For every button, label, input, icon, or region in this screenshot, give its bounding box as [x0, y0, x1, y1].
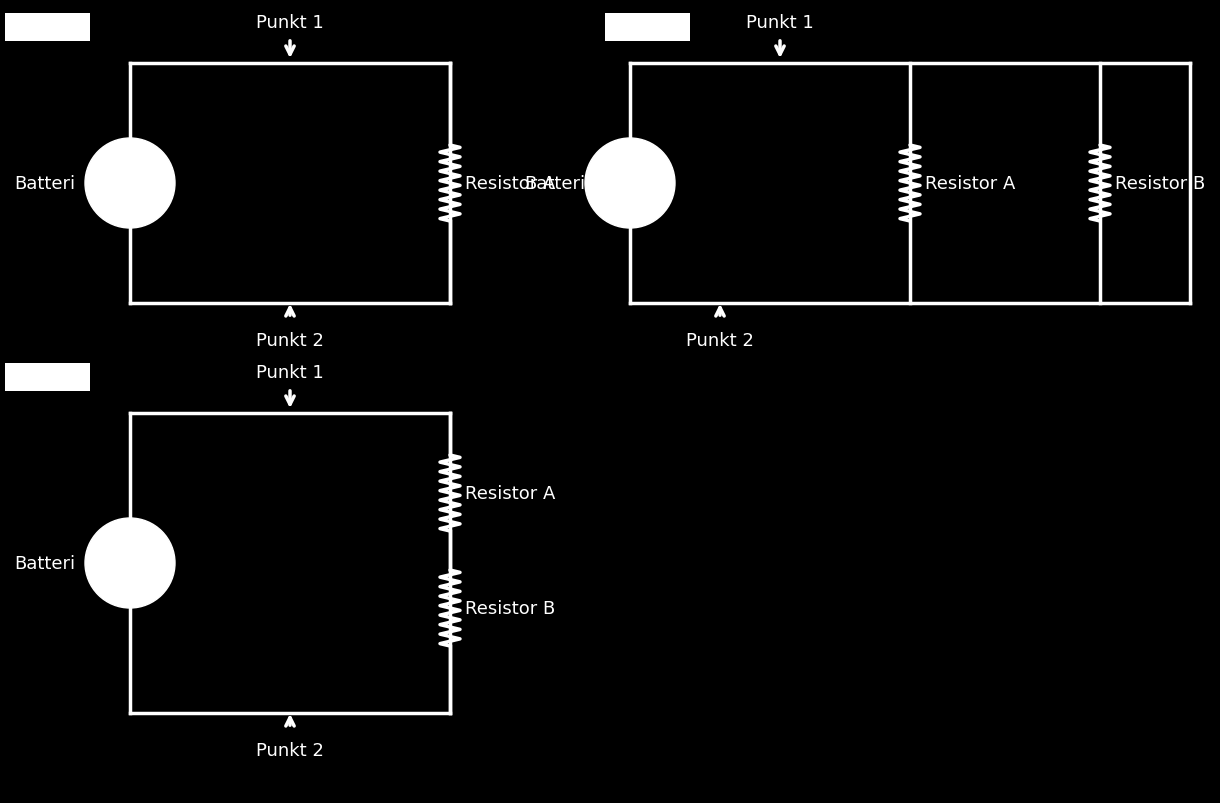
Text: Resistor A: Resistor A	[925, 175, 1015, 193]
Text: Resistor B: Resistor B	[1115, 175, 1205, 193]
Text: Punkt 1: Punkt 1	[747, 14, 814, 32]
Text: Punkt 2: Punkt 2	[256, 332, 325, 349]
Text: Punkt 2: Punkt 2	[686, 332, 754, 349]
Text: Punkt 1: Punkt 1	[256, 14, 323, 32]
Text: Batteri: Batteri	[13, 554, 74, 573]
Text: Batteri: Batteri	[523, 175, 586, 193]
Bar	[5, 14, 90, 42]
Text: Resistor A: Resistor A	[465, 175, 555, 193]
Circle shape	[85, 139, 174, 229]
Circle shape	[586, 139, 675, 229]
Bar	[605, 14, 691, 42]
Text: Punkt 2: Punkt 2	[256, 741, 325, 759]
Text: Punkt 1: Punkt 1	[256, 364, 323, 381]
Text: Resistor A: Resistor A	[465, 484, 555, 503]
Text: Batteri: Batteri	[13, 175, 74, 193]
Circle shape	[85, 519, 174, 608]
Text: Resistor B: Resistor B	[465, 599, 555, 618]
Bar	[5, 364, 90, 392]
